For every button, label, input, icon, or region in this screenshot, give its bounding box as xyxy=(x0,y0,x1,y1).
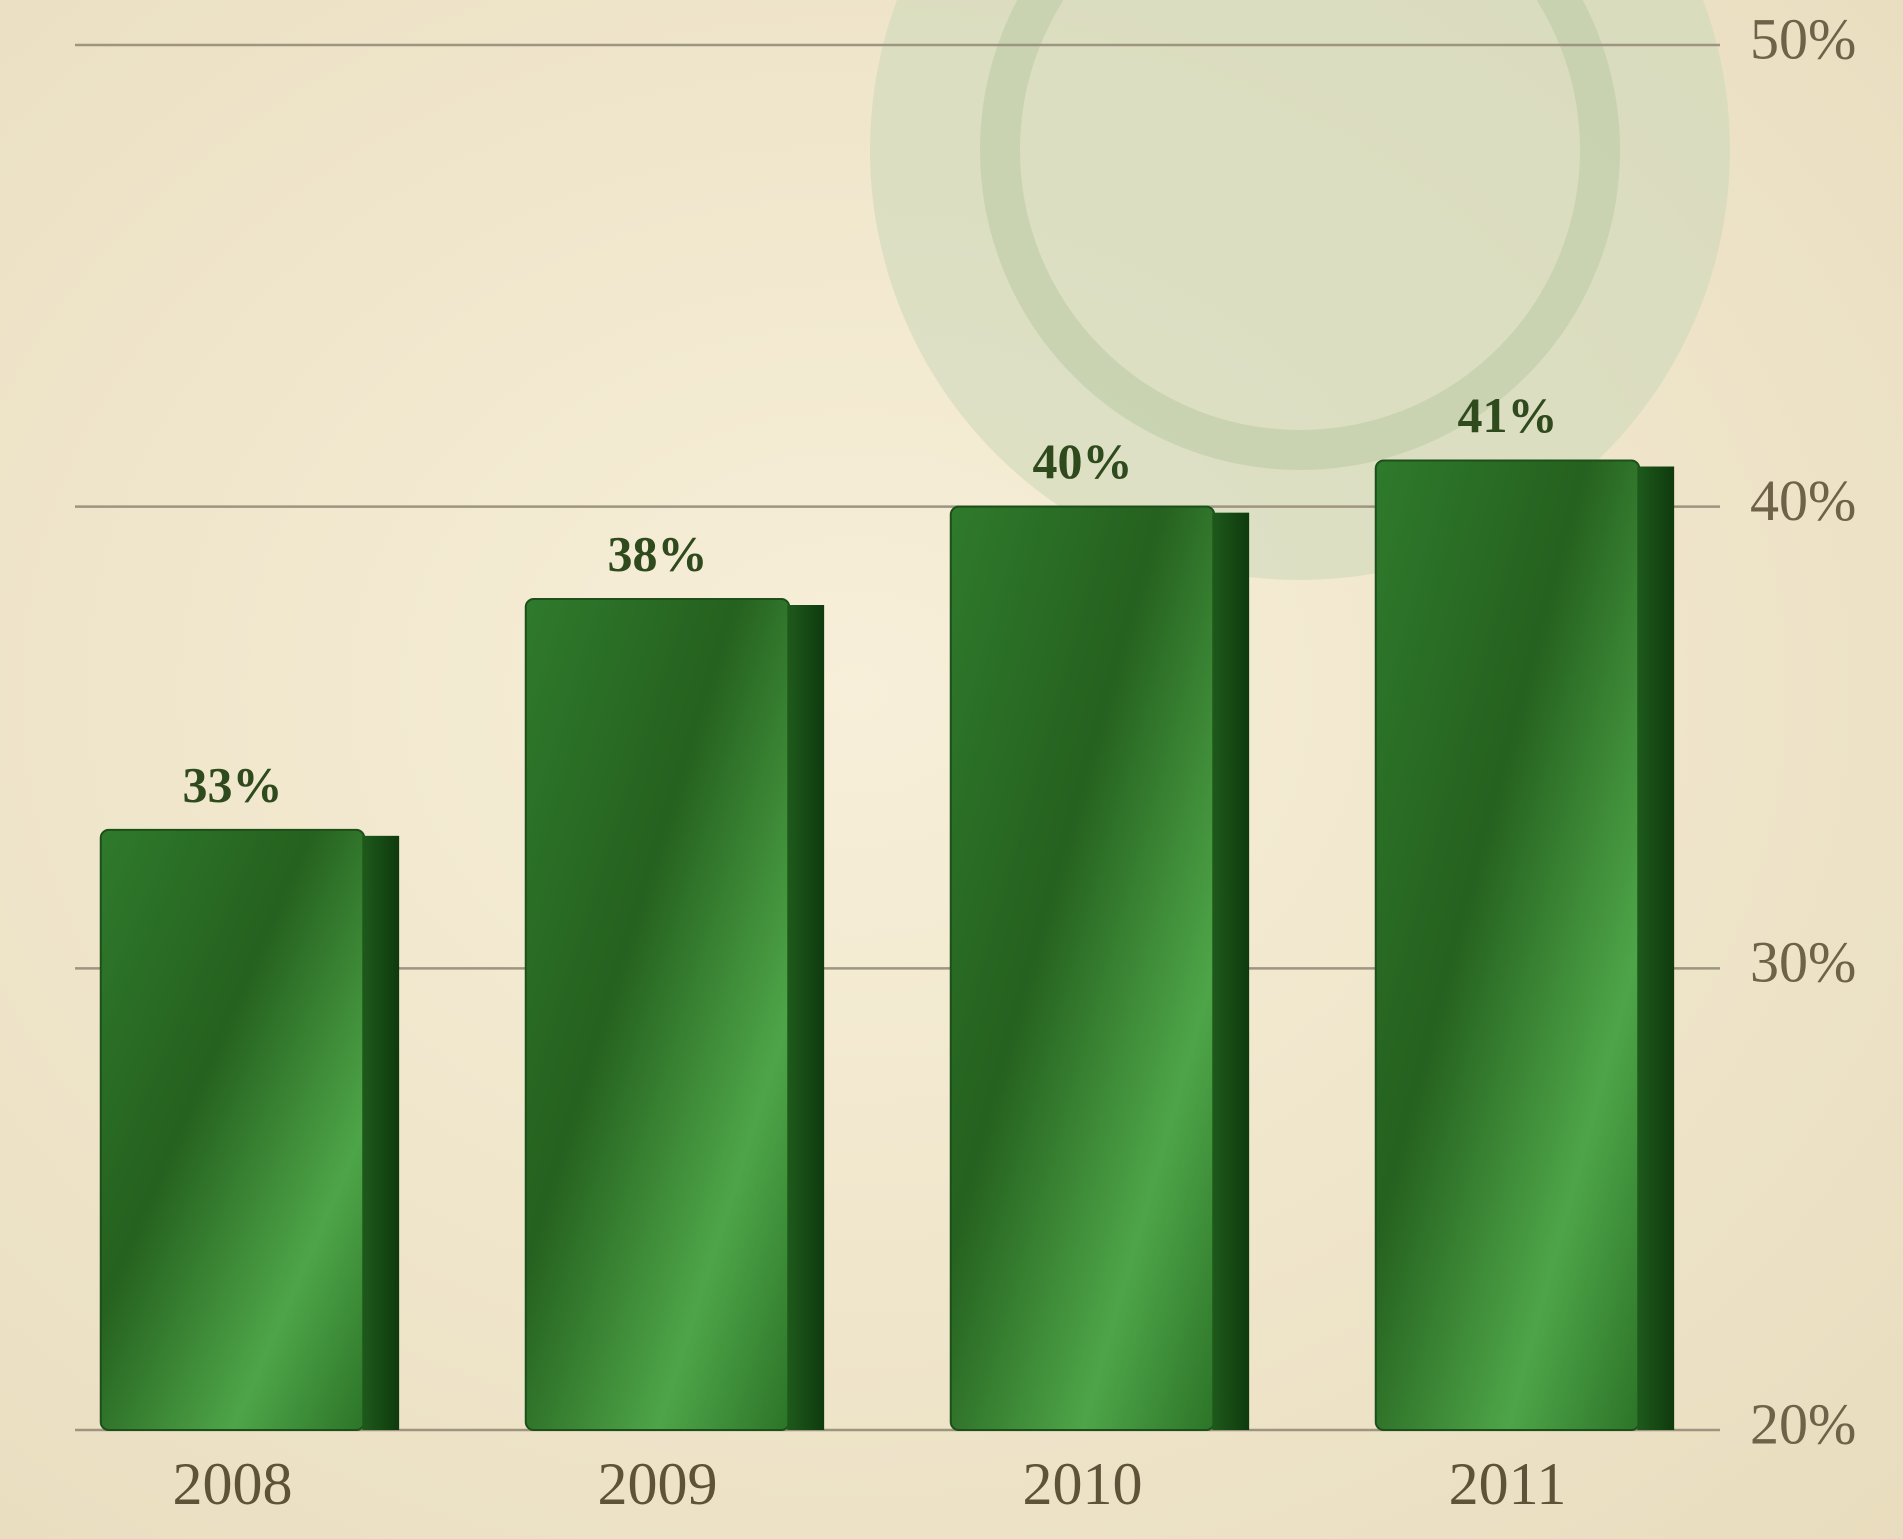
x-tick-label: 2011 xyxy=(1449,1451,1567,1517)
value-label: 40% xyxy=(1033,433,1133,489)
bar xyxy=(524,598,791,1431)
value-label: 38% xyxy=(608,525,708,581)
bar xyxy=(99,828,366,1431)
x-tick-label: 2010 xyxy=(1023,1451,1143,1517)
bar xyxy=(949,505,1216,1431)
x-tick-label: 2008 xyxy=(173,1451,293,1517)
value-label: 41% xyxy=(1458,387,1558,443)
y-tick-label: 20% xyxy=(1750,1391,1856,1456)
emblem xyxy=(870,0,1730,580)
bar-side xyxy=(362,835,400,1430)
x-tick-label: 2009 xyxy=(598,1451,718,1517)
bar-side xyxy=(787,605,825,1430)
y-tick-label: 30% xyxy=(1750,930,1856,995)
value-label: 33% xyxy=(183,756,283,812)
y-tick-label: 40% xyxy=(1750,468,1856,533)
y-tick-label: 50% xyxy=(1750,6,1856,71)
emblem-ring xyxy=(980,0,1620,470)
bar xyxy=(1374,459,1641,1431)
bar-side xyxy=(1637,466,1675,1430)
bar-side xyxy=(1212,512,1250,1430)
